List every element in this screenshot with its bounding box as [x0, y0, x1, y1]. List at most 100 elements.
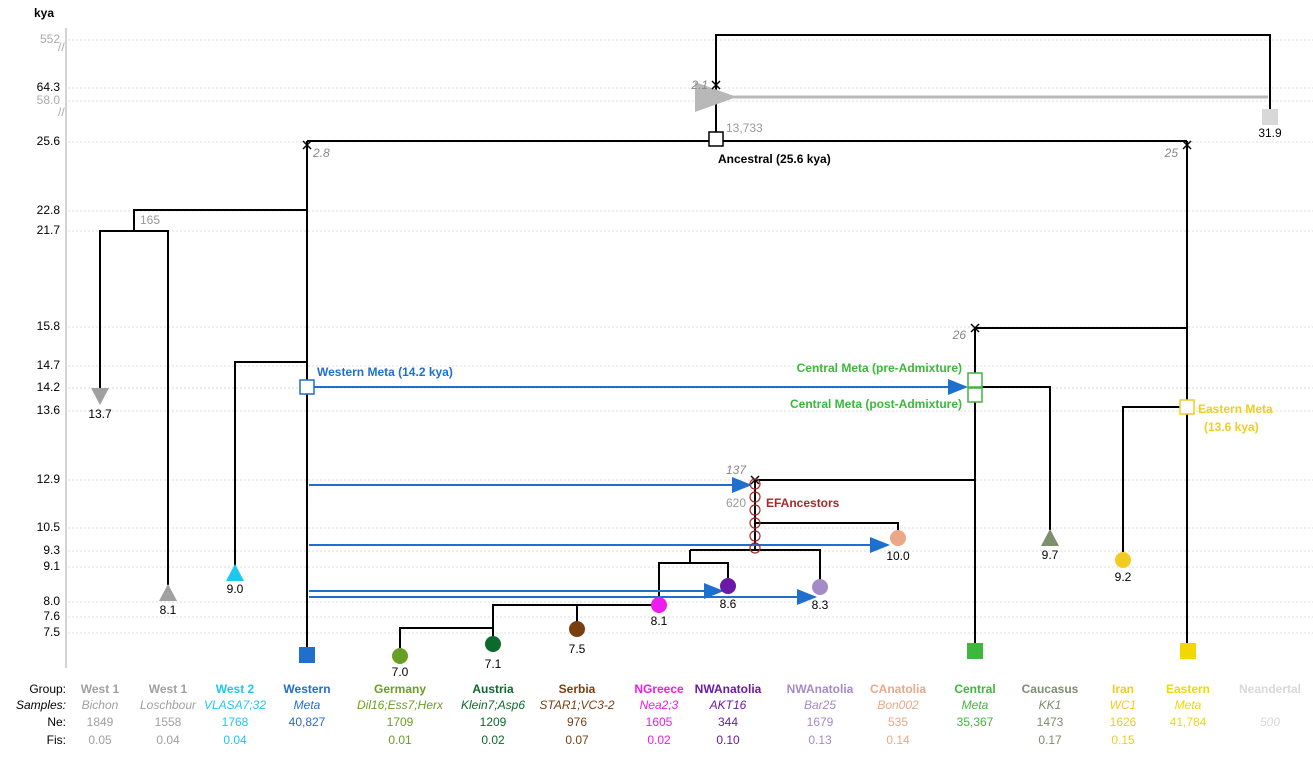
tip-age: 8.6 — [720, 597, 737, 611]
y-tick-label: 9.1 — [43, 559, 60, 573]
tip-marker — [890, 530, 906, 546]
group-name: Western — [283, 682, 330, 696]
group-samples: STAR1;VC3-2 — [539, 698, 614, 712]
group-fis: 0.14 — [886, 733, 910, 747]
group-ne: 1558 — [155, 715, 182, 729]
tip-marker — [967, 643, 983, 659]
tip-marker — [651, 597, 667, 613]
annotation: 25 — [1164, 146, 1179, 160]
node-box — [967, 372, 983, 388]
node-cross — [970, 323, 980, 333]
row-label: Samples: — [16, 698, 66, 712]
annotation: Central Meta (post-Admixture) — [790, 397, 962, 411]
annotation: Eastern Meta — [1198, 402, 1273, 416]
tip-age: 8.1 — [651, 614, 668, 628]
group-samples: Loschbour — [140, 698, 197, 712]
tree-branch — [492, 604, 577, 637]
group-ne: 344 — [718, 715, 738, 729]
y-tick-label: 13.6 — [37, 403, 61, 417]
annotation: 13,733 — [726, 121, 763, 135]
group-samples: AKT16 — [709, 698, 747, 712]
founder-circle — [749, 517, 761, 529]
group-ne: 1768 — [222, 715, 249, 729]
axis-break: // — [58, 105, 65, 119]
tip-marker — [812, 579, 828, 595]
y-tick-label: 14.2 — [37, 380, 61, 394]
group-ne: 500 — [1260, 715, 1280, 729]
tree-branch — [690, 549, 821, 580]
group-fis: 0.04 — [156, 733, 180, 747]
group-samples: Bichon — [82, 698, 119, 712]
group-fis: 0.17 — [1038, 733, 1062, 747]
y-tick-label: 7.5 — [43, 625, 60, 639]
group-name: Germany — [374, 682, 426, 696]
tip-age: 10.0 — [886, 549, 910, 563]
row-label: Fis: — [47, 733, 66, 747]
tip-marker — [720, 578, 736, 594]
group-fis: 0.07 — [565, 733, 589, 747]
tip-age: 9.7 — [1042, 548, 1059, 562]
tip-marker — [1041, 529, 1059, 546]
y-tick-label: 22.8 — [37, 203, 61, 217]
tip-age: 9.2 — [1115, 570, 1132, 584]
group-ne: 1679 — [807, 715, 834, 729]
tree-branch — [974, 327, 1187, 644]
annotation: 2.1 — [690, 78, 708, 92]
group-name: Iran — [1112, 682, 1134, 696]
y-tick-label: 7.6 — [43, 609, 60, 623]
tip-marker — [159, 584, 177, 601]
tip-age: 9.0 — [227, 582, 244, 596]
axis-title: kya — [34, 6, 54, 20]
group-name: NWAnatolia — [695, 682, 762, 696]
group-samples: Meta — [1175, 698, 1202, 712]
founder-circle — [749, 491, 761, 503]
node-cross — [750, 475, 760, 485]
tip-age: 8.1 — [160, 603, 177, 617]
group-ne: 976 — [567, 715, 587, 729]
group-name: West 1 — [81, 682, 120, 696]
group-samples: Klein7;Asp6 — [461, 698, 525, 712]
tree-branch — [234, 361, 307, 566]
tree-branch — [658, 562, 729, 598]
group-ne: 1709 — [387, 715, 414, 729]
tip-marker — [1180, 643, 1196, 659]
group-samples: VLASA7;32 — [204, 698, 266, 712]
y-tick-label: 10.5 — [37, 520, 61, 534]
founder-circle — [749, 478, 761, 490]
tip-marker — [1115, 552, 1131, 568]
tree-branch — [755, 522, 899, 531]
group-name: Eastern — [1166, 682, 1210, 696]
tip-marker — [91, 388, 109, 405]
node-box — [299, 379, 315, 395]
founder-circle — [749, 504, 761, 516]
group-fis: 0.04 — [223, 733, 247, 747]
group-name: West 1 — [149, 682, 188, 696]
annotation: 137 — [726, 463, 747, 477]
tree-branch — [399, 627, 493, 648]
group-ne: 40,827 — [289, 715, 326, 729]
annotation: Central Meta (pre-Admixture) — [797, 361, 962, 375]
founder-circle — [749, 542, 761, 554]
row-label: Group: — [29, 682, 66, 696]
group-name: Serbia — [559, 682, 596, 696]
group-fis: 0.02 — [647, 733, 671, 747]
tip-marker — [299, 647, 315, 663]
group-ne: 1849 — [87, 715, 114, 729]
y-tick-label: 12.9 — [37, 472, 61, 486]
group-ne: 1473 — [1037, 715, 1064, 729]
tip-age: 7.1 — [485, 657, 502, 671]
y-tick-label: 64.3 — [37, 80, 61, 94]
node-box — [708, 131, 724, 147]
group-fis: 0.13 — [808, 733, 832, 747]
y-tick-label: 58.0 — [37, 93, 61, 107]
tip-age: 13.7 — [88, 407, 112, 421]
group-samples: Meta — [962, 698, 989, 712]
y-tick-label: 8.0 — [43, 594, 60, 608]
tip-marker — [1262, 109, 1278, 125]
y-tick-label: 9.3 — [43, 543, 60, 557]
y-tick-label: 552 — [40, 32, 60, 46]
group-fis: 0.15 — [1111, 733, 1135, 747]
group-ne: 1605 — [646, 715, 673, 729]
tip-age: 7.5 — [569, 642, 586, 656]
